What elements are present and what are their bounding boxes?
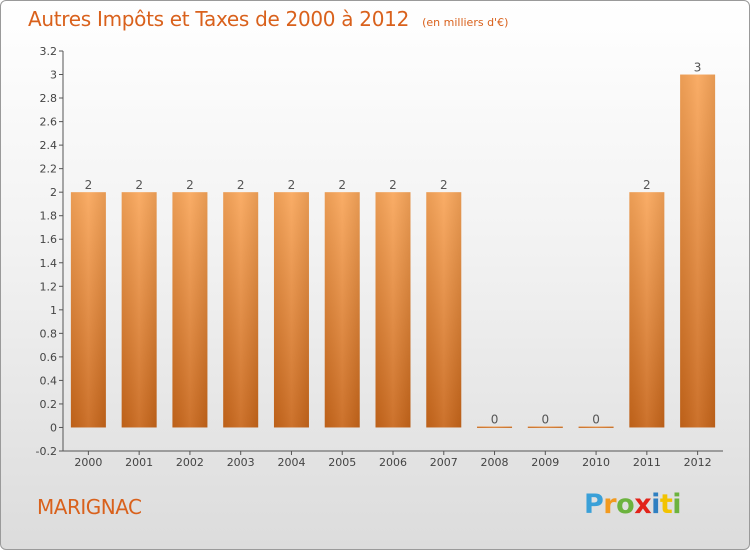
y-tick-label: 1.8 — [40, 210, 58, 223]
bar-shade — [426, 192, 462, 428]
place-name: MARIGNAC — [37, 495, 142, 519]
x-tick-label: 2001 — [125, 456, 153, 469]
x-tick-label: 2011 — [633, 456, 661, 469]
y-tick-label: 2.2 — [40, 163, 58, 176]
y-tick-label: 2.8 — [40, 92, 58, 105]
bar-shade — [629, 192, 665, 428]
brand-letter: i — [672, 489, 682, 520]
x-tick-label: 2007 — [430, 456, 458, 469]
bar-shade — [527, 426, 563, 428]
y-tick-label: 2.4 — [40, 139, 58, 152]
bar-layer — [70, 74, 716, 428]
y-tick-label: 1.2 — [40, 280, 58, 293]
brand-letter: t — [659, 489, 673, 520]
y-tick-label: 3 — [50, 69, 57, 82]
brand-logo: Proxiti — [584, 489, 682, 520]
data-label: 2 — [440, 178, 448, 192]
y-tick-label: 1.4 — [40, 257, 58, 270]
y-tick-label: 0.6 — [40, 351, 58, 364]
x-tick-label: 2012 — [684, 456, 712, 469]
bar-shade — [680, 74, 716, 428]
data-label: 0 — [592, 412, 600, 426]
bar-shade — [273, 192, 309, 428]
bar-shade — [172, 192, 208, 428]
x-tick-label: 2009 — [531, 456, 559, 469]
x-tick-label: 2010 — [582, 456, 610, 469]
unit-note: (en milliers d'€) — [422, 16, 509, 29]
bar-shade — [223, 192, 259, 428]
brand-letter: o — [616, 489, 635, 520]
data-label: 2 — [85, 178, 93, 192]
bar-shade — [324, 192, 360, 428]
data-label: 2 — [288, 178, 296, 192]
x-tick-label: 2003 — [227, 456, 255, 469]
bar-shade — [477, 426, 513, 428]
data-label: 0 — [491, 412, 499, 426]
x-tick-label: 2005 — [328, 456, 356, 469]
y-tick-label: 3.2 — [40, 45, 58, 58]
y-tick-label: 2 — [50, 186, 57, 199]
label-layer: 2 2 2 2 2 2 2 2 0 0 0 2 3 — [85, 61, 702, 427]
data-label: 2 — [389, 178, 397, 192]
bar-shade — [375, 192, 411, 428]
bar-shade — [578, 426, 614, 428]
brand-letter: P — [584, 489, 604, 520]
y-tick-label: 1.6 — [40, 233, 58, 246]
brand-letter: x — [634, 489, 652, 520]
y-tick-label: 2.6 — [40, 116, 58, 129]
axis-layer: -0.2 0 0.2 0.4 0.6 0.8 1 1.2 1.4 1.6 1.8 2 2.2 2.4 2.6… — [36, 45, 723, 469]
data-label: 2 — [237, 178, 245, 192]
brand-letter: r — [603, 489, 617, 520]
y-tick-label: 1 — [50, 304, 57, 317]
data-label: 2 — [135, 178, 143, 192]
x-tick-label: 2006 — [379, 456, 407, 469]
y-tick-label: 0.4 — [40, 374, 58, 387]
x-tick-label: 2000 — [74, 456, 102, 469]
y-tick-label: 0 — [50, 421, 57, 434]
brand-letter: i — [651, 489, 660, 520]
chart-title: Autres Impôts et Taxes de 2000 à 2012 — [28, 7, 409, 31]
data-label: 2 — [338, 178, 346, 192]
data-label: 0 — [541, 412, 549, 426]
y-tick-label: 0.8 — [40, 327, 58, 340]
x-tick-label: 2002 — [176, 456, 204, 469]
data-label: 2 — [186, 178, 194, 192]
y-tick-label: -0.2 — [36, 445, 57, 458]
x-tick-label: 2004 — [277, 456, 305, 469]
y-tick-label: 0.2 — [40, 398, 58, 411]
x-tick-label: 2008 — [481, 456, 509, 469]
data-label: 2 — [643, 178, 651, 192]
data-label: 3 — [694, 61, 702, 75]
bar-shade — [121, 192, 157, 428]
bar-shade — [70, 192, 106, 428]
title-row: Autres Impôts et Taxes de 2000 à 2012 (e… — [28, 7, 508, 31]
